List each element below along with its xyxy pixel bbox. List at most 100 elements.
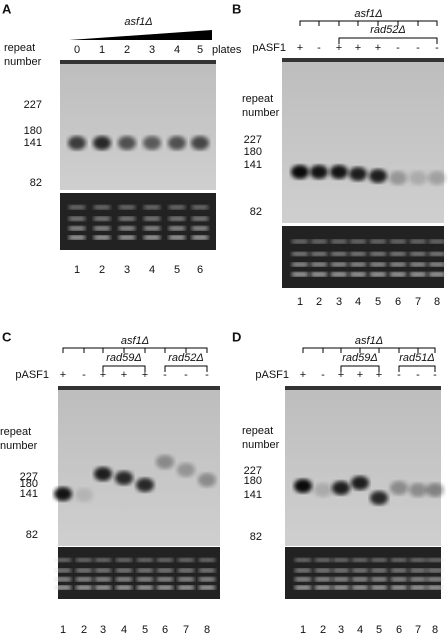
stain-band — [178, 585, 194, 590]
stain-band — [178, 577, 194, 582]
stain-band — [292, 272, 308, 277]
stain-band — [427, 577, 443, 582]
band — [390, 481, 408, 495]
band — [294, 479, 312, 493]
stain-band — [333, 585, 349, 590]
dose: 4 — [174, 44, 180, 56]
stain-band — [352, 577, 368, 582]
dose: 2 — [124, 44, 130, 56]
strain: asf1Δ — [355, 335, 383, 347]
stain-band — [333, 558, 349, 562]
plasmid: + — [297, 42, 303, 54]
strain: asf1Δ — [124, 16, 152, 28]
band — [115, 471, 133, 485]
stain-band — [199, 577, 215, 582]
lane-number: 4 — [357, 624, 363, 636]
stain-band — [370, 262, 386, 267]
band — [351, 476, 369, 490]
stain-band — [333, 577, 349, 582]
stain-band — [119, 216, 135, 221]
stain-band — [429, 272, 445, 277]
marker: 180 — [24, 125, 42, 137]
gel — [58, 386, 220, 546]
plasmid: - — [416, 369, 420, 381]
stain-band — [315, 558, 331, 562]
stain-band — [371, 558, 387, 562]
stain-band — [429, 239, 445, 244]
marker-title: repeat — [242, 425, 273, 437]
panel-letter: D — [232, 329, 241, 344]
dose: 5 — [197, 44, 203, 56]
bracket — [338, 37, 438, 44]
stain-band — [350, 262, 366, 267]
panel-letter: B — [232, 1, 241, 16]
band — [428, 171, 446, 185]
sub-strain: rad52Δ — [370, 24, 406, 36]
band — [75, 488, 93, 502]
stain-band — [95, 568, 111, 573]
marker: 82 — [26, 529, 38, 541]
stain-gel — [285, 547, 441, 599]
dose: 3 — [149, 44, 155, 56]
lane-number: 6 — [396, 624, 402, 636]
stain-band — [311, 272, 327, 277]
stain-band — [199, 568, 215, 573]
stain-band — [116, 585, 132, 590]
stain-band — [311, 239, 327, 244]
stain-band — [370, 251, 386, 256]
stain-band — [119, 235, 135, 240]
sub-strain: rad59Δ — [342, 352, 378, 364]
stain-band — [55, 568, 71, 573]
band — [94, 467, 112, 481]
lane-number: 1 — [74, 264, 80, 276]
plasmid: - — [184, 369, 188, 381]
stain-band — [169, 226, 185, 231]
band — [330, 165, 348, 179]
band — [198, 473, 216, 487]
plasmid: - — [433, 369, 437, 381]
stain-band — [144, 205, 160, 210]
plasmid: + — [121, 369, 127, 381]
stain-band — [178, 558, 194, 562]
stain-band — [333, 568, 349, 573]
lane-number: 3 — [336, 296, 342, 308]
stain-band — [427, 568, 443, 573]
stain-band — [55, 558, 71, 562]
band — [54, 487, 72, 501]
stain-band — [169, 235, 185, 240]
gel — [282, 58, 444, 223]
stain-band — [76, 577, 92, 582]
lane-number: 2 — [320, 624, 326, 636]
stain-band — [144, 226, 160, 231]
stain-band — [410, 577, 426, 582]
stain-band — [410, 585, 426, 590]
strain: asf1Δ — [354, 8, 382, 20]
plasmid-label: pASF1 — [252, 42, 286, 54]
stain-band — [69, 226, 85, 231]
plasmid: + — [338, 369, 344, 381]
marker: 227 — [244, 465, 262, 477]
sub-strain: rad59Δ — [106, 352, 142, 364]
band — [332, 481, 350, 495]
gel — [60, 60, 216, 190]
gel-well — [285, 386, 441, 390]
stain-band — [119, 205, 135, 210]
stain-band — [410, 558, 426, 562]
stain-band — [119, 226, 135, 231]
lane-number: 8 — [434, 296, 440, 308]
bracket — [164, 365, 208, 372]
band — [314, 483, 332, 497]
stain-band — [350, 272, 366, 277]
stain-band — [331, 239, 347, 244]
band — [349, 167, 367, 181]
stain-band — [95, 585, 111, 590]
plasmid: - — [397, 369, 401, 381]
marker-title: number — [0, 440, 38, 452]
lane-number: 1 — [300, 624, 306, 636]
marker: 180 — [244, 146, 262, 158]
lane-number: 5 — [174, 264, 180, 276]
stain-band — [192, 226, 208, 231]
stain-band — [178, 568, 194, 573]
plasmid: + — [376, 369, 382, 381]
stain-band — [116, 558, 132, 562]
